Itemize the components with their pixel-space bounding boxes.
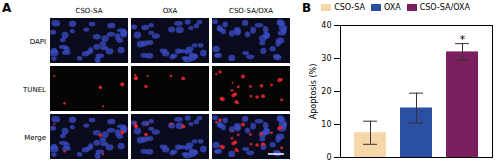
svg-text:20: 20 xyxy=(321,87,331,96)
html-text:B: B xyxy=(302,0,312,15)
html-text:CSO-SA/OXA: CSO-SA/OXA xyxy=(419,3,470,12)
svg-text:A: A xyxy=(2,1,12,15)
svg-text:0: 0 xyxy=(326,153,331,162)
svg-text:30: 30 xyxy=(321,54,331,63)
html-text:CSO-SA: CSO-SA xyxy=(334,3,365,12)
svg-text:CSO-SA: CSO-SA xyxy=(76,7,103,15)
svg-text:OXA: OXA xyxy=(163,7,178,15)
svg-text:Merge: Merge xyxy=(24,134,46,142)
svg-text:Apoptosis (%): Apoptosis (%) xyxy=(309,64,318,120)
svg-text:CSO-SA/OXA: CSO-SA/OXA xyxy=(229,7,273,15)
svg-text:*: * xyxy=(460,33,466,46)
svg-text:TUNEL: TUNEL xyxy=(22,86,46,94)
html-text:OXA: OXA xyxy=(383,3,401,12)
svg-text:40: 40 xyxy=(321,21,331,30)
svg-text:10: 10 xyxy=(321,120,331,129)
svg-text:DAPI: DAPI xyxy=(30,38,46,46)
